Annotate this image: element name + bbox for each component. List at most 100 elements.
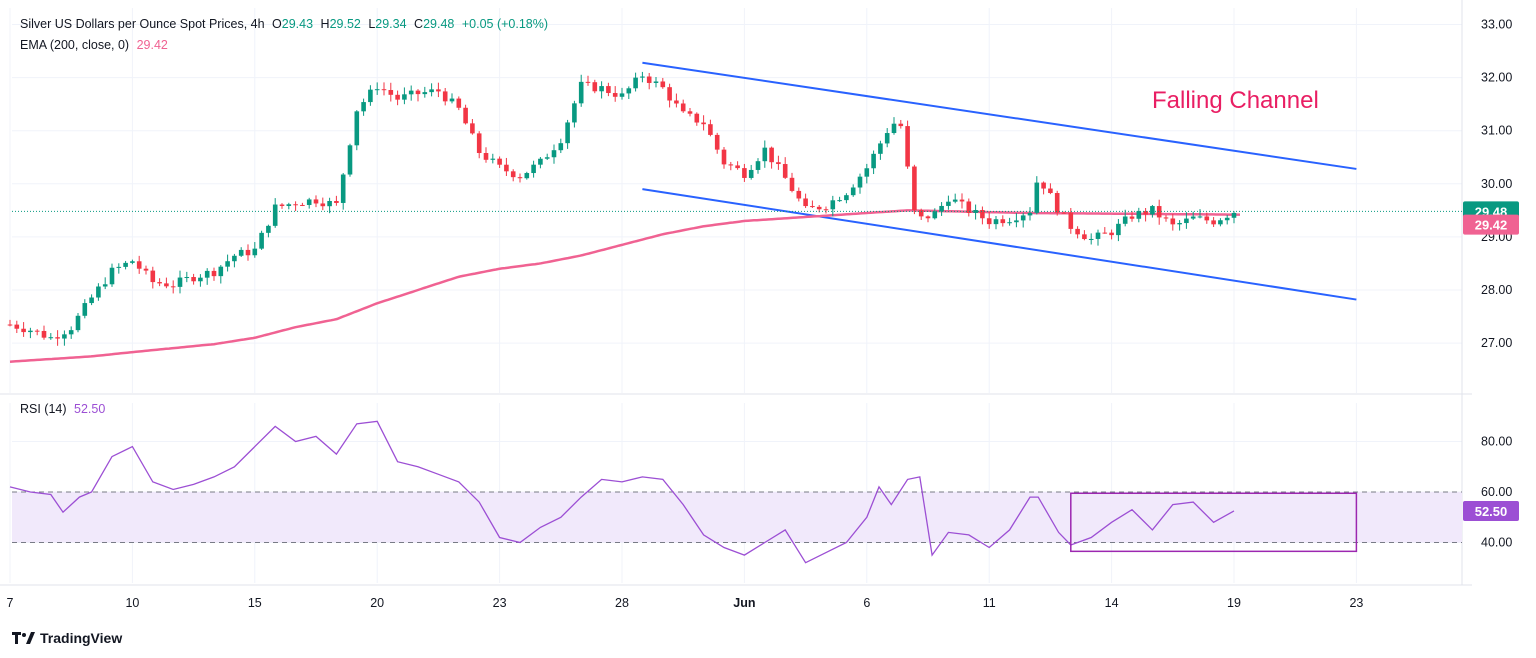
candle-body: [789, 177, 795, 191]
time-tick-label: 6: [863, 596, 870, 610]
candle-body: [286, 204, 292, 206]
candles: [7, 71, 1462, 346]
candle-body: [891, 123, 897, 134]
candle-body: [89, 297, 94, 304]
candle-body: [721, 149, 727, 165]
candle-body: [653, 81, 659, 83]
candle-body: [354, 111, 360, 146]
candle-body: [517, 177, 523, 179]
candle-body: [837, 200, 842, 202]
candle-body: [41, 330, 47, 338]
candle-body: [320, 203, 326, 207]
candle-body: [660, 81, 666, 88]
candle-body: [225, 261, 230, 267]
candle-body: [150, 270, 156, 283]
candle-body: [986, 218, 992, 225]
candle-body: [184, 277, 190, 279]
candle-body: [368, 89, 373, 103]
candle-body: [925, 216, 931, 219]
rsi-label: RSI (14): [20, 402, 67, 416]
candle-body: [340, 174, 346, 203]
candle-body: [1170, 218, 1176, 225]
candle-body: [408, 90, 414, 95]
candle-body: [531, 164, 536, 174]
candle-body: [680, 103, 686, 112]
candle-body: [898, 123, 904, 127]
candle-body: [640, 76, 645, 78]
tradingview-logo[interactable]: TradingView: [12, 630, 122, 646]
candle-body: [476, 133, 482, 154]
candle-body: [109, 267, 115, 285]
candle-body: [157, 282, 162, 284]
rsi-line: [9, 420, 1358, 564]
candle-body: [1088, 238, 1094, 240]
candle-body: [1156, 206, 1162, 218]
candle-body: [769, 147, 774, 163]
price-tick-label: 32.00: [1481, 71, 1512, 85]
candle-body: [694, 113, 700, 123]
candle-body: [565, 122, 570, 144]
candle-body: [674, 100, 679, 104]
candle-body: [334, 200, 339, 203]
ema-badge: 29.42: [1475, 218, 1508, 233]
candle-body: [1177, 223, 1182, 225]
rsi-band: [12, 491, 1462, 543]
candle-body: [170, 286, 176, 288]
candle-body: [1007, 222, 1012, 224]
rsi-value: 52.50: [74, 402, 106, 416]
rsi-band-fill: [12, 492, 1462, 543]
candle-body: [1109, 232, 1114, 236]
candle-body: [21, 328, 26, 333]
candle-body: [456, 98, 462, 108]
logo-text: TradingView: [40, 630, 123, 646]
rsi-tick-label: 60.00: [1481, 485, 1512, 499]
candle-body: [742, 168, 747, 178]
candle-body: [204, 270, 210, 278]
candle-body: [102, 284, 108, 287]
time-tick-label: 14: [1105, 596, 1119, 610]
candle-body: [504, 164, 509, 172]
candle-body: [932, 211, 938, 219]
ema-value: 29.42: [136, 38, 168, 52]
candle-body: [374, 89, 380, 91]
candle-body: [687, 111, 693, 114]
candle-body: [252, 248, 258, 256]
candle-body: [14, 324, 20, 329]
ema-200-line: [9, 209, 1240, 363]
time-tick-label: Jun: [733, 596, 755, 610]
candle-body: [34, 330, 40, 332]
high-value: 29.52: [329, 17, 361, 31]
candle-body: [177, 277, 183, 287]
candle-body: [1231, 212, 1237, 218]
candle-body: [1020, 215, 1026, 221]
candle-body: [483, 153, 489, 160]
rsi-badge-bg: [1463, 500, 1519, 521]
candle-body: [714, 134, 720, 150]
axes: 27.0028.0029.0030.0031.0032.0033.0040.00…: [7, 18, 1513, 611]
candle-body: [1136, 211, 1142, 219]
candle-body: [272, 204, 278, 226]
rsi-badge: 52.50: [1475, 504, 1508, 519]
candle-body: [259, 232, 264, 249]
candle-body: [1184, 218, 1189, 224]
candle-body: [361, 102, 366, 112]
candle-body: [748, 169, 754, 178]
time-tick-label: 23: [493, 596, 507, 610]
time-tick-label: 20: [370, 596, 384, 610]
candle-body: [1122, 216, 1128, 224]
candle-body: [1116, 223, 1121, 236]
candle-body: [1014, 220, 1019, 223]
candle-body: [245, 249, 251, 256]
candle-body: [490, 158, 496, 160]
candle-body: [918, 210, 924, 217]
change-value: +0.05 (+0.18%): [461, 17, 549, 31]
candle-body: [1224, 217, 1230, 221]
candle-body: [558, 143, 564, 151]
time-tick-label: 19: [1227, 596, 1241, 610]
candle-body: [1068, 212, 1074, 229]
candle-body: [238, 249, 244, 256]
candle-body: [293, 204, 298, 206]
candle-body: [905, 126, 910, 167]
candle-body: [1129, 216, 1135, 219]
